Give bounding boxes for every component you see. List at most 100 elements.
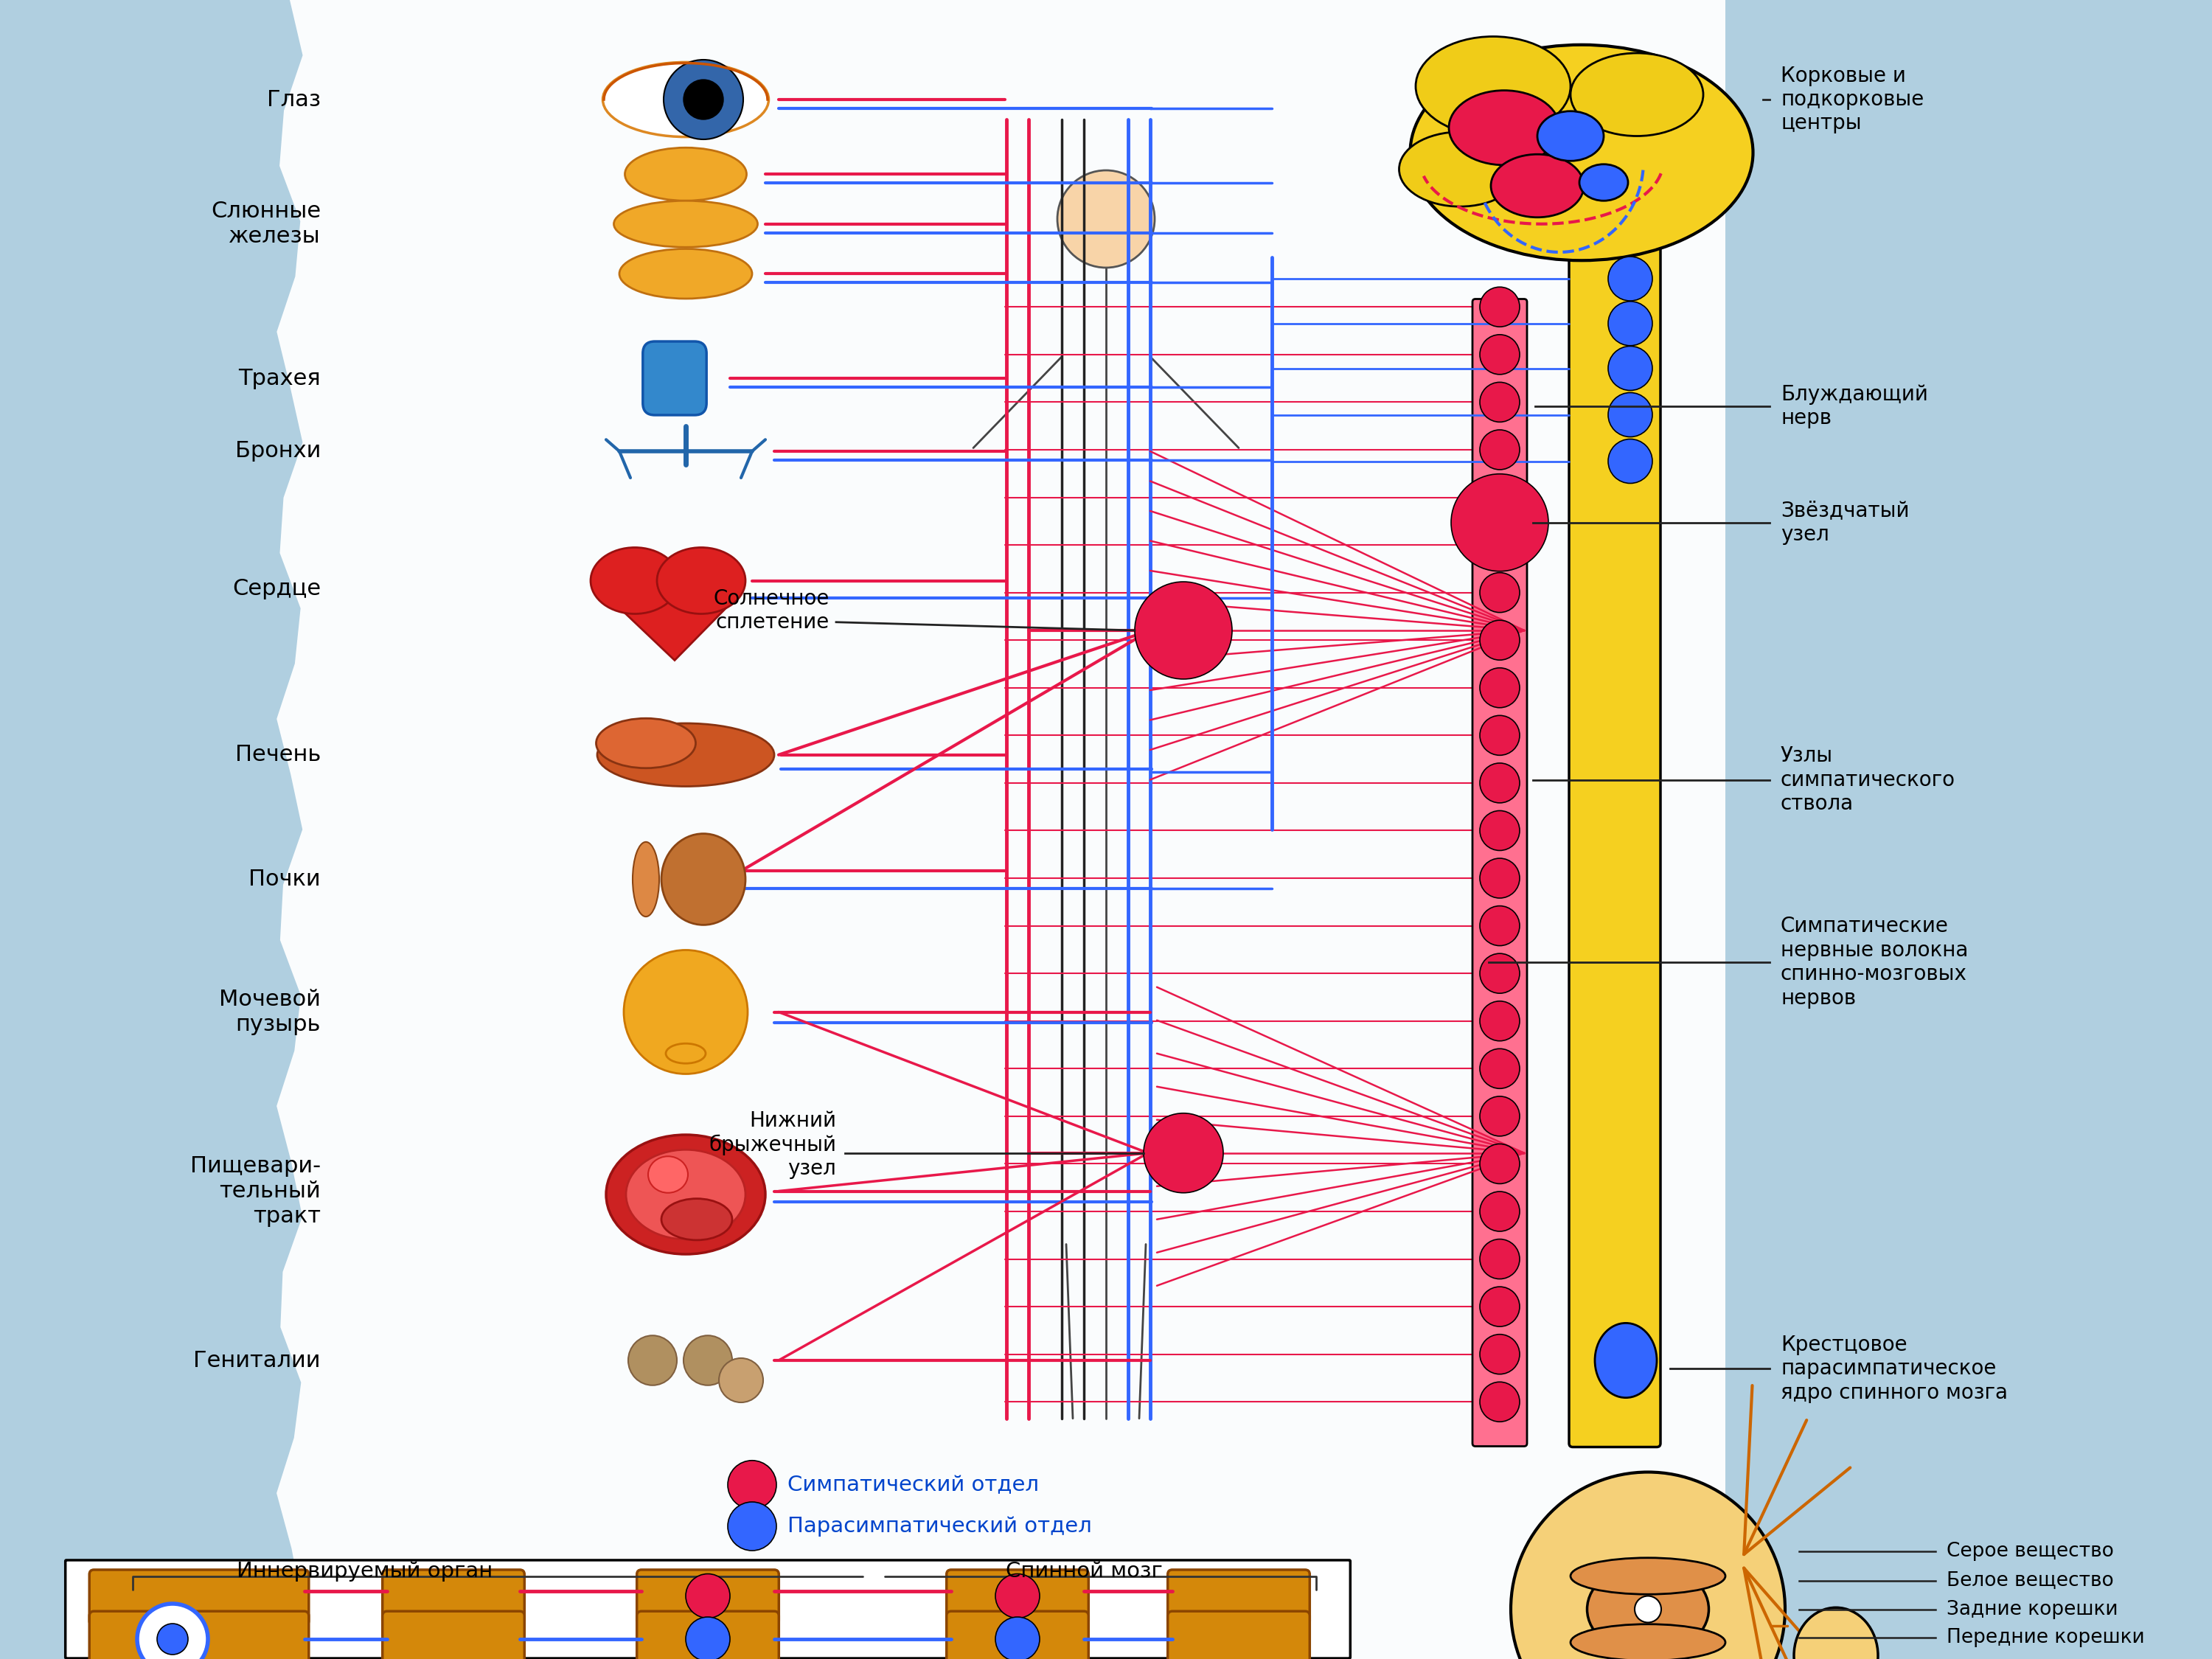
Text: Слюнные
железы: Слюнные железы <box>210 201 321 247</box>
FancyBboxPatch shape <box>637 1569 779 1626</box>
Ellipse shape <box>628 1335 677 1385</box>
Circle shape <box>1480 620 1520 660</box>
Ellipse shape <box>661 1198 732 1241</box>
Circle shape <box>1480 1097 1520 1136</box>
Ellipse shape <box>613 201 757 247</box>
Circle shape <box>1144 1113 1223 1193</box>
Ellipse shape <box>648 1156 688 1193</box>
Circle shape <box>995 1618 1040 1659</box>
Circle shape <box>1480 572 1520 612</box>
Circle shape <box>1480 906 1520 946</box>
Circle shape <box>1480 382 1520 421</box>
Circle shape <box>686 1574 730 1618</box>
Circle shape <box>1635 1596 1661 1623</box>
Circle shape <box>1608 302 1652 345</box>
Text: Звёздчатый
узел: Звёздчатый узел <box>1781 501 1909 544</box>
Ellipse shape <box>1571 1624 1725 1659</box>
Ellipse shape <box>591 547 679 614</box>
Ellipse shape <box>661 833 745 926</box>
Circle shape <box>1608 257 1652 300</box>
Ellipse shape <box>1416 36 1571 136</box>
Circle shape <box>1480 478 1520 518</box>
Text: Крестцовое
парасимпатическое
ядро спинного мозга: Крестцовое парасимпатическое ядро спинно… <box>1781 1334 2008 1404</box>
Ellipse shape <box>1794 1608 1878 1659</box>
Circle shape <box>624 951 748 1073</box>
Circle shape <box>1608 440 1652 483</box>
Circle shape <box>1480 811 1520 851</box>
Circle shape <box>1451 474 1548 571</box>
Circle shape <box>728 1501 776 1551</box>
Polygon shape <box>608 597 737 660</box>
Text: Парасимпатический отдел: Парасимпатический отдел <box>787 1516 1093 1536</box>
FancyBboxPatch shape <box>383 1611 524 1659</box>
Ellipse shape <box>1411 45 1752 260</box>
Circle shape <box>137 1604 208 1659</box>
Text: Серое вещество: Серое вещество <box>1947 1541 2115 1561</box>
Ellipse shape <box>657 547 745 614</box>
Ellipse shape <box>602 61 770 136</box>
Text: Почки: Почки <box>248 869 321 889</box>
Ellipse shape <box>597 723 774 786</box>
Circle shape <box>1135 582 1232 679</box>
Circle shape <box>1480 1048 1520 1088</box>
Ellipse shape <box>619 249 752 299</box>
Ellipse shape <box>606 1135 765 1254</box>
Circle shape <box>1480 1191 1520 1231</box>
Text: Печень: Печень <box>234 745 321 765</box>
Text: Нижний
брыжечный
узел: Нижний брыжечный узел <box>708 1110 836 1180</box>
Circle shape <box>1480 763 1520 803</box>
Circle shape <box>1480 1287 1520 1327</box>
Ellipse shape <box>1588 1563 1708 1656</box>
Circle shape <box>995 1574 1040 1618</box>
Text: Блуждающий
нерв: Блуждающий нерв <box>1781 385 1929 428</box>
Ellipse shape <box>1491 154 1584 217</box>
Circle shape <box>1480 669 1520 708</box>
Text: Симпатический отдел: Симпатический отдел <box>787 1475 1040 1495</box>
Text: Иннервируемый орган: Иннервируемый орган <box>237 1561 493 1581</box>
FancyBboxPatch shape <box>947 1611 1088 1659</box>
Text: Трахея: Трахея <box>239 368 321 388</box>
FancyBboxPatch shape <box>1568 232 1661 1447</box>
Circle shape <box>1480 1145 1520 1185</box>
FancyBboxPatch shape <box>1168 1569 1310 1626</box>
Text: Солнечное
сплетение: Солнечное сплетение <box>714 589 830 632</box>
Ellipse shape <box>1537 111 1604 161</box>
Text: Пищевари-
тельный
тракт: Пищевари- тельный тракт <box>190 1156 321 1226</box>
Circle shape <box>1480 287 1520 327</box>
FancyBboxPatch shape <box>637 1611 779 1659</box>
Circle shape <box>1480 1239 1520 1279</box>
FancyBboxPatch shape <box>66 1559 1349 1659</box>
Circle shape <box>1608 393 1652 436</box>
Text: Симпатические
нервные волокна
спинно-мозговых
нервов: Симпатические нервные волокна спинно-моз… <box>1781 916 1969 1009</box>
Circle shape <box>1511 1472 1785 1659</box>
Circle shape <box>1480 430 1520 469</box>
FancyBboxPatch shape <box>1168 1611 1310 1659</box>
FancyBboxPatch shape <box>88 1569 310 1626</box>
Circle shape <box>1608 347 1652 390</box>
Ellipse shape <box>633 841 659 916</box>
Circle shape <box>664 60 743 139</box>
Circle shape <box>686 1618 730 1659</box>
Circle shape <box>1480 1382 1520 1422</box>
Ellipse shape <box>1571 53 1703 136</box>
Circle shape <box>719 1359 763 1402</box>
Circle shape <box>1480 715 1520 755</box>
Ellipse shape <box>1571 1558 1725 1594</box>
Ellipse shape <box>626 1150 745 1239</box>
FancyBboxPatch shape <box>383 1569 524 1626</box>
Ellipse shape <box>1579 164 1628 201</box>
Circle shape <box>1480 954 1520 994</box>
Text: Задние корешки: Задние корешки <box>1947 1599 2119 1619</box>
Ellipse shape <box>1398 131 1522 206</box>
Circle shape <box>1480 858 1520 898</box>
FancyBboxPatch shape <box>644 342 706 415</box>
Ellipse shape <box>684 1335 732 1385</box>
Ellipse shape <box>1449 90 1559 164</box>
Circle shape <box>157 1624 188 1654</box>
Text: Передние корешки: Передние корешки <box>1947 1627 2146 1647</box>
Ellipse shape <box>666 1044 706 1063</box>
Circle shape <box>1057 171 1155 267</box>
Ellipse shape <box>597 718 695 768</box>
Circle shape <box>728 1460 776 1510</box>
Text: Белое вещество: Белое вещество <box>1947 1571 2115 1591</box>
